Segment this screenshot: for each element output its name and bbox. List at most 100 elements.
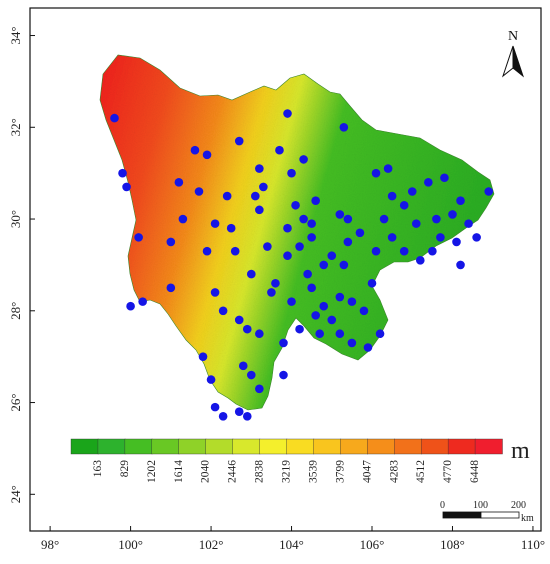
station-point <box>347 338 357 348</box>
station-point <box>371 168 381 178</box>
station-point <box>343 237 353 247</box>
station-point <box>242 412 252 421</box>
station-point <box>279 338 288 348</box>
station-point <box>371 246 381 256</box>
station-point <box>194 187 204 196</box>
station-point <box>456 196 465 205</box>
station-point <box>287 168 296 178</box>
y-tick-label: 30° <box>8 210 23 228</box>
station-point <box>335 210 345 219</box>
station-point <box>387 233 397 242</box>
station-point <box>222 191 232 201</box>
north-label: N <box>508 29 518 44</box>
station-point <box>379 214 389 224</box>
station-point <box>319 301 329 311</box>
scale-label-0: 0 <box>440 500 445 511</box>
station-point <box>299 214 308 224</box>
station-point <box>242 324 252 334</box>
legend-swatch <box>70 438 99 455</box>
station-point <box>202 246 212 256</box>
station-point <box>206 375 216 384</box>
station-point <box>287 297 296 306</box>
legend-value: 829 <box>119 460 131 478</box>
station-point <box>303 269 312 279</box>
station-points <box>110 109 493 421</box>
station-point <box>464 219 473 228</box>
x-tick-label: 102° <box>199 537 224 552</box>
station-point <box>210 288 220 297</box>
x-tick-label: 104° <box>279 537 304 552</box>
station-point <box>255 164 264 173</box>
elevation-legend: 163 829 1202 1614 2040 2446 2838 3219 3539 3799 40… <box>70 438 503 483</box>
station-point <box>432 214 441 224</box>
station-point <box>407 187 417 196</box>
station-point <box>315 329 325 339</box>
legend-swatch <box>367 438 395 455</box>
station-point <box>367 278 377 288</box>
station-point <box>234 136 244 146</box>
station-point <box>267 288 276 297</box>
legend-value: 163 <box>92 460 104 478</box>
legend-swatch <box>447 438 476 455</box>
station-point <box>283 109 292 118</box>
station-point <box>210 402 220 412</box>
station-point <box>347 297 357 306</box>
station-point <box>327 251 337 261</box>
station-point <box>255 205 264 215</box>
station-point <box>311 196 320 205</box>
station-point <box>138 297 147 306</box>
station-point <box>218 306 228 316</box>
station-point <box>448 210 457 219</box>
legend-swatch <box>205 438 234 455</box>
station-point <box>238 361 248 371</box>
scale-unit: km <box>521 513 534 524</box>
north-arrow: N <box>501 29 525 78</box>
station-point <box>246 269 256 279</box>
station-point <box>415 256 425 265</box>
station-point <box>335 292 345 302</box>
station-point <box>166 283 176 293</box>
legend-value: 1202 <box>146 460 158 483</box>
station-point <box>363 343 373 352</box>
station-point <box>118 168 127 178</box>
legend-value: 2838 <box>254 460 266 483</box>
station-point <box>399 200 409 210</box>
station-point <box>279 370 288 380</box>
station-point <box>399 246 409 256</box>
legend-swatch <box>474 438 503 455</box>
x-tick-label: 98° <box>41 537 59 552</box>
station-point <box>251 191 260 201</box>
station-point <box>472 233 481 242</box>
legend-value: 6448 <box>469 460 481 483</box>
station-point <box>255 384 264 394</box>
station-point <box>202 150 212 160</box>
station-point <box>359 306 369 316</box>
scale-label-200: 200 <box>511 500 526 511</box>
station-point <box>166 237 176 247</box>
station-point <box>339 260 349 270</box>
station-point <box>307 283 316 293</box>
legend-value: 2040 <box>200 460 212 483</box>
station-point <box>424 178 433 187</box>
station-point <box>307 233 316 242</box>
scale-bar-segment-2 <box>480 511 520 519</box>
legend-swatch <box>97 438 126 455</box>
station-point <box>210 219 220 228</box>
x-tick-label: 106° <box>360 537 385 552</box>
station-point <box>440 173 449 183</box>
y-tick-label: 34° <box>8 26 23 44</box>
station-point <box>174 178 184 187</box>
station-point <box>327 315 337 325</box>
station-point <box>484 187 493 196</box>
station-point <box>311 311 320 320</box>
station-point <box>452 237 461 247</box>
scale-bar: 0 100 200 km <box>440 500 534 524</box>
station-point <box>110 113 119 123</box>
legend-swatch <box>313 438 342 455</box>
legend-value: 3219 <box>281 460 293 483</box>
station-point <box>456 260 465 270</box>
station-point <box>178 214 188 224</box>
legend-value: 3799 <box>334 460 346 483</box>
x-tick-label: 110° <box>521 537 545 552</box>
legend-swatch <box>124 438 153 455</box>
